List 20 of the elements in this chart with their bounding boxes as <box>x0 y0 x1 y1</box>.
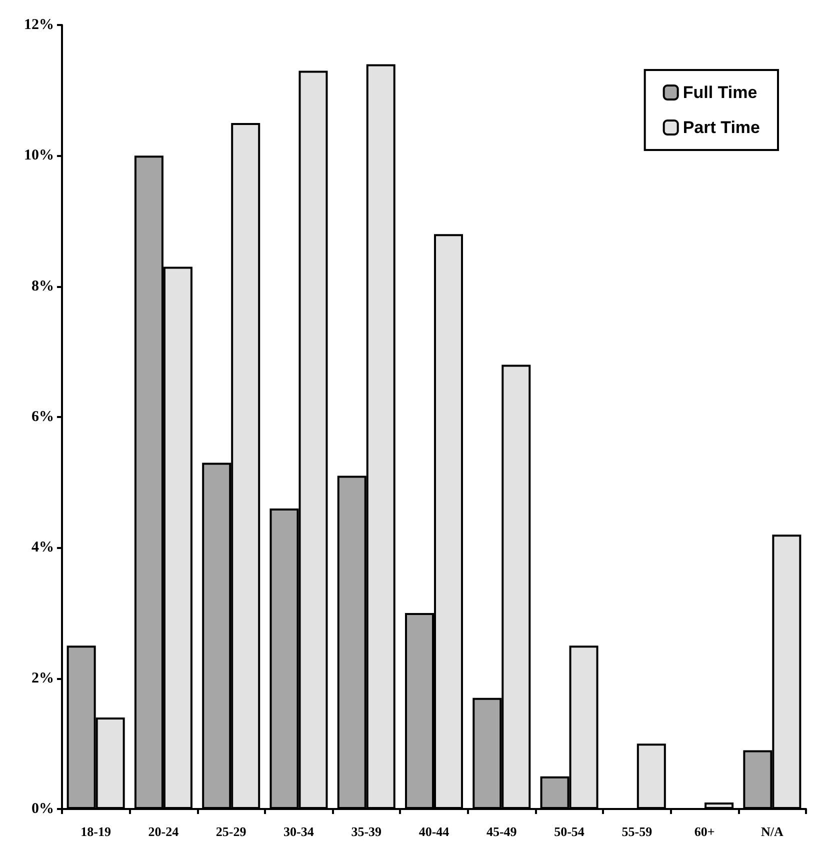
x-tick-label: 35-39 <box>351 824 382 839</box>
x-tick-label: N/A <box>760 824 784 839</box>
legend-label: Full Time <box>682 83 758 102</box>
y-tick-label: 10% <box>24 148 54 164</box>
y-tick-label: 0% <box>32 801 54 817</box>
x-tick-label: 45-49 <box>486 824 518 839</box>
y-tick-label: 6% <box>32 409 54 425</box>
x-tick-label: 60+ <box>694 824 715 839</box>
x-tick-label: 40-44 <box>418 824 450 839</box>
x-tick-label: 55-59 <box>622 824 653 839</box>
x-tick-label: 25-29 <box>216 824 247 839</box>
x-tick-label: 50-54 <box>554 824 585 839</box>
x-tick-label: 30-34 <box>284 824 314 839</box>
x-tick-label: 20-24 <box>148 824 180 839</box>
y-tick-label: 12% <box>24 17 54 33</box>
x-tick-label: 18-19 <box>80 824 112 839</box>
legend-label: Part Time <box>682 118 760 137</box>
y-tick-label: 4% <box>32 540 54 556</box>
y-tick-label: 2% <box>32 670 54 686</box>
y-tick-label: 8% <box>32 278 54 294</box>
